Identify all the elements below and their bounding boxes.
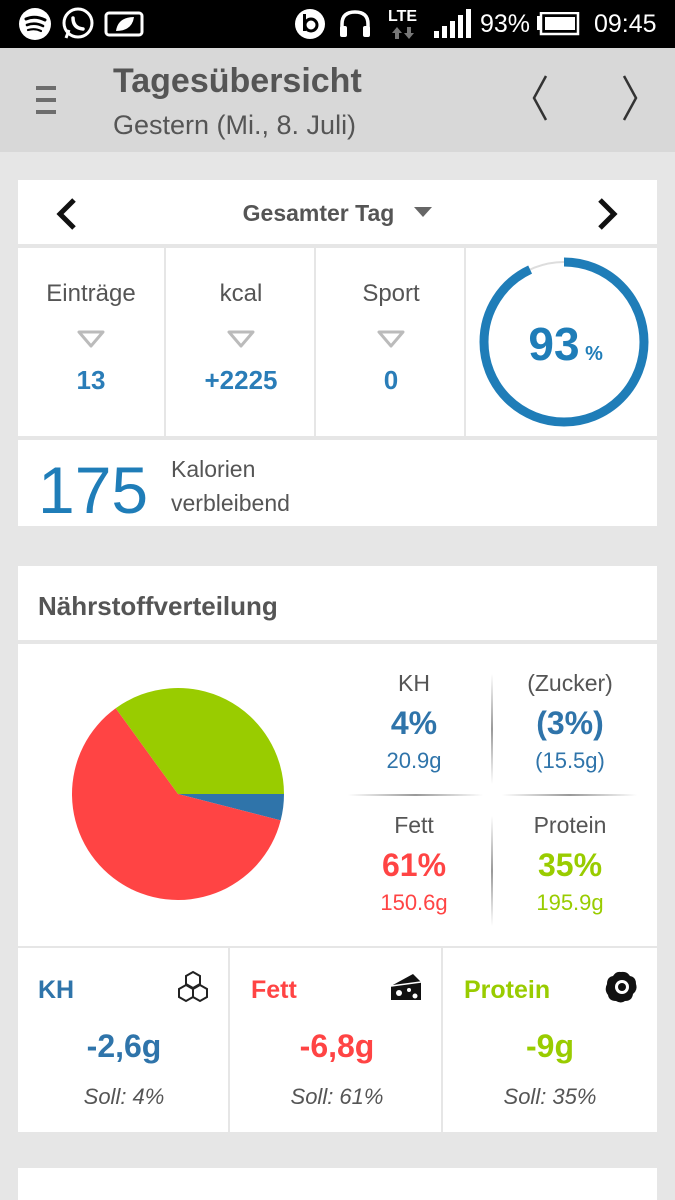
target-value: -2,6g bbox=[86, 1028, 162, 1064]
progress-ring-arc bbox=[479, 257, 649, 427]
target-soll: Soll: 35% bbox=[503, 1084, 597, 1109]
macro-zucker: (Zucker) (3%) (15.5g) bbox=[495, 670, 645, 774]
whatsapp-icon bbox=[60, 0, 96, 48]
remaining-value: 175 bbox=[38, 453, 149, 527]
pie-slice-protein bbox=[115, 688, 284, 794]
nutrition-header: Nährstoffverteilung bbox=[18, 566, 657, 642]
stat-label: Einträge bbox=[46, 280, 136, 307]
macro-grams: 150.6g bbox=[380, 890, 448, 915]
target-name: KH bbox=[38, 976, 75, 1004]
macro-percent: 35% bbox=[537, 847, 603, 883]
chevron-left-icon[interactable] bbox=[52, 196, 82, 232]
grid-divider-vertical-bottom bbox=[491, 816, 493, 926]
signal-icon bbox=[434, 0, 472, 48]
day-dropdown-label: Gesamter Tag bbox=[242, 200, 395, 226]
prev-day-button[interactable] bbox=[520, 70, 560, 126]
progress-value: 93 bbox=[528, 318, 579, 370]
triangle-down-icon bbox=[77, 330, 105, 348]
nutrition-title: Nährstoffverteilung bbox=[38, 591, 278, 621]
macro-fett: Fett 61% 150.6g bbox=[339, 812, 489, 916]
stat-value: +2225 bbox=[204, 365, 278, 395]
caret-down-icon bbox=[414, 207, 433, 217]
triangle-down-icon bbox=[227, 330, 255, 348]
remaining-label-line2: verbleibend bbox=[171, 490, 290, 516]
grid-divider-vertical-top bbox=[491, 674, 493, 784]
macro-label: (Zucker) bbox=[527, 670, 613, 696]
next-card-partial bbox=[18, 1168, 657, 1200]
macro-grams: 195.9g bbox=[536, 890, 604, 915]
nutrition-distribution: KH 4% 20.9g (Zucker) (3%) (15.5g) Fett 6… bbox=[18, 644, 657, 946]
target-kh[interactable]: KH -2,6g Soll: 4% bbox=[18, 948, 230, 1132]
macro-label: KH bbox=[398, 670, 430, 696]
stats-row: Einträge 13 kcal +2225 Sport 0 93 % bbox=[18, 248, 657, 436]
macro-protein: Protein 35% 195.9g bbox=[495, 812, 645, 916]
headphones-icon bbox=[338, 0, 372, 48]
clock: 09:45 bbox=[594, 9, 657, 38]
page-subtitle: Gestern (Mi., 8. Juli) bbox=[113, 110, 357, 140]
target-name: Protein bbox=[464, 976, 551, 1004]
next-day-button[interactable] bbox=[610, 70, 650, 126]
beats-icon bbox=[294, 0, 326, 48]
macro-label: Fett bbox=[394, 812, 434, 838]
chevron-right-icon[interactable] bbox=[592, 196, 622, 232]
target-name: Fett bbox=[251, 976, 297, 1004]
grid-divider-horizontal-left bbox=[348, 794, 483, 796]
macro-percent: 4% bbox=[390, 705, 438, 741]
grid-divider-horizontal-right bbox=[502, 794, 637, 796]
target-protein[interactable]: Protein -9g Soll: 35% bbox=[444, 948, 656, 1132]
remaining-calories: 175 Kalorien verbleibend bbox=[18, 438, 657, 527]
target-fett[interactable]: Fett -6,8g Soll: 61% bbox=[231, 948, 443, 1132]
stat-entries[interactable]: Einträge 13 bbox=[18, 248, 166, 436]
battery-percent: 93% bbox=[480, 9, 531, 38]
stat-value: 13 bbox=[76, 365, 106, 395]
stat-value: 0 bbox=[383, 365, 399, 395]
macro-targets: KH -2,6g Soll: 4% Fett -6,8g Soll: 61% P… bbox=[18, 948, 657, 1132]
stat-sport[interactable]: Sport 0 bbox=[318, 248, 466, 436]
cheese-icon bbox=[390, 974, 422, 1000]
progress-ring: 93 % bbox=[470, 248, 657, 436]
macro-label: Protein bbox=[533, 812, 607, 838]
progress-unit: % bbox=[585, 343, 603, 365]
target-soll: Soll: 4% bbox=[83, 1084, 165, 1109]
stat-label: Sport bbox=[362, 280, 420, 307]
pie-slice-fett bbox=[71, 708, 281, 900]
target-value: -6,8g bbox=[299, 1028, 375, 1064]
day-dropdown[interactable]: Gesamter Tag bbox=[18, 200, 657, 227]
macro-percent: 61% bbox=[381, 847, 447, 883]
molecule-icon bbox=[178, 970, 208, 1003]
battery-icon bbox=[536, 0, 580, 48]
target-soll: Soll: 61% bbox=[290, 1084, 384, 1109]
macro-pie-chart bbox=[71, 688, 284, 900]
page-title: Tagesübersicht bbox=[113, 62, 362, 100]
leaf-icon bbox=[104, 0, 144, 48]
egg-icon bbox=[605, 971, 637, 1003]
app-header: Tagesübersicht Gestern (Mi., 8. Juli) bbox=[0, 48, 675, 152]
menu-icon[interactable] bbox=[36, 86, 56, 114]
macro-grams: (15.5g) bbox=[535, 748, 605, 773]
triangle-down-icon bbox=[377, 330, 405, 348]
pie-slice-kh bbox=[178, 794, 284, 821]
target-value: -9g bbox=[526, 1028, 574, 1064]
spotify-icon bbox=[18, 0, 52, 48]
macro-percent: (3%) bbox=[536, 705, 604, 741]
stat-label: kcal bbox=[219, 280, 263, 307]
status-bar: LTE 93% 09:45 bbox=[0, 0, 675, 48]
remaining-label-line1: Kalorien bbox=[171, 456, 256, 482]
macro-grams: 20.9g bbox=[386, 748, 442, 773]
day-selector-bar: Gesamter Tag bbox=[18, 180, 657, 246]
lte-indicator: LTE bbox=[388, 0, 417, 48]
stat-kcal[interactable]: kcal +2225 bbox=[168, 248, 316, 436]
macro-kh: KH 4% 20.9g bbox=[339, 670, 489, 774]
